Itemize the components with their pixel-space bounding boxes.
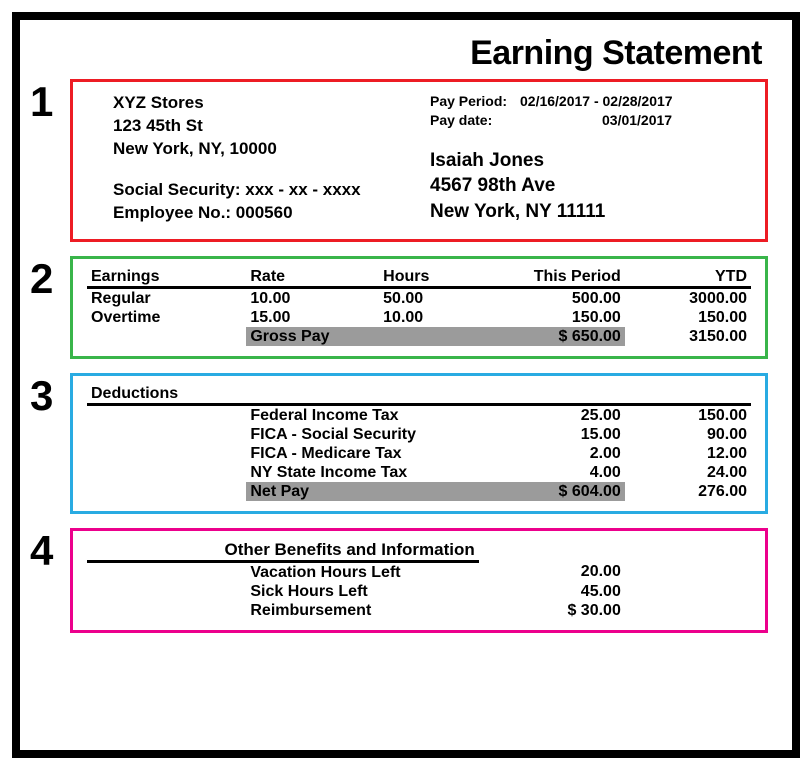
net-row: Net Pay $ 604.00 276.00 — [87, 482, 751, 501]
section-3-row: 3 Deductions Federal Income Tax 25.00 15… — [30, 373, 768, 514]
benefit-label: Sick Hours Left — [246, 582, 478, 601]
deduction-ytd: 12.00 — [625, 444, 751, 463]
employer-name: XYZ Stores — [113, 92, 430, 115]
net-period: $ 604.00 — [479, 482, 625, 501]
deduction-label: FICA - Medicare Tax — [246, 444, 478, 463]
earnings-hdr-rate: Rate — [246, 267, 379, 288]
benefits-header: Other Benefits and Information — [87, 539, 479, 562]
section-4-row: 4 Other Benefits and Information Vacatio… — [30, 528, 768, 633]
earnings-hdr-hours: Hours — [379, 267, 479, 288]
deduction-ytd: 150.00 — [625, 404, 751, 425]
employer-city: New York, NY, 10000 — [113, 138, 430, 161]
section-number-4: 4 — [30, 528, 70, 572]
deductions-box: Deductions Federal Income Tax 25.00 150.… — [70, 373, 768, 514]
earnings-table: Earnings Rate Hours This Period YTD Regu… — [87, 267, 751, 346]
info-box: XYZ Stores 123 45th St New York, NY, 100… — [70, 79, 768, 242]
deductions-header: Deductions — [87, 384, 246, 405]
statement-frame: Earning Statement 1 XYZ Stores 123 45th … — [12, 12, 800, 758]
benefit-value: 20.00 — [479, 561, 625, 582]
employee-city: New York, NY 11111 — [430, 199, 747, 225]
employee-name: Isaiah Jones — [430, 148, 747, 174]
pay-period-value: 02/16/2017 - 02/28/2017 — [520, 92, 673, 111]
earnings-ytd: 150.00 — [625, 308, 751, 327]
benefit-value: $ 30.00 — [479, 601, 625, 620]
earnings-box: Earnings Rate Hours This Period YTD Regu… — [70, 256, 768, 359]
empno-line: Employee No.: 000560 — [113, 202, 430, 225]
page-title: Earning Statement — [30, 34, 768, 73]
earnings-hours: 10.00 — [379, 308, 479, 327]
deduction-period: 2.00 — [479, 444, 625, 463]
benefit-row: Reimbursement $ 30.00 — [87, 601, 751, 620]
employee-block: Pay Period: 02/16/2017 - 02/28/2017 Pay … — [430, 92, 747, 225]
benefit-label: Reimbursement — [246, 601, 478, 620]
employee-street: 4567 98th Ave — [430, 173, 747, 199]
earnings-rate: 10.00 — [246, 287, 379, 308]
deduction-period: 25.00 — [479, 404, 625, 425]
deduction-label: Federal Income Tax — [246, 404, 478, 425]
earnings-hdr-ytd: YTD — [625, 267, 751, 288]
net-label: Net Pay — [246, 482, 478, 501]
ssn-line: Social Security: xxx - xx - xxxx — [113, 179, 430, 202]
benefit-row: Sick Hours Left 45.00 — [87, 582, 751, 601]
earnings-hdr-label: Earnings — [87, 267, 246, 288]
earnings-ytd: 3000.00 — [625, 287, 751, 308]
gross-period: $ 650.00 — [479, 327, 625, 346]
section-number-1: 1 — [30, 79, 70, 123]
gross-label: Gross Pay — [246, 327, 478, 346]
deduction-row: NY State Income Tax 4.00 24.00 — [87, 463, 751, 482]
earnings-row: Overtime 15.00 10.00 150.00 150.00 — [87, 308, 751, 327]
benefit-label: Vacation Hours Left — [246, 561, 478, 582]
earnings-rate: 15.00 — [246, 308, 379, 327]
deduction-ytd: 90.00 — [625, 425, 751, 444]
earnings-period: 150.00 — [479, 308, 625, 327]
net-ytd: 276.00 — [625, 482, 751, 501]
section-number-2: 2 — [30, 256, 70, 300]
deduction-label: NY State Income Tax — [246, 463, 478, 482]
pay-period-label: Pay Period: — [430, 92, 520, 111]
gross-row: Gross Pay $ 650.00 3150.00 — [87, 327, 751, 346]
deduction-row: Federal Income Tax 25.00 150.00 — [87, 404, 751, 425]
earnings-hdr-period: This Period — [479, 267, 625, 288]
employer-block: XYZ Stores 123 45th St New York, NY, 100… — [113, 92, 430, 225]
earnings-period: 500.00 — [479, 287, 625, 308]
deduction-period: 15.00 — [479, 425, 625, 444]
deduction-ytd: 24.00 — [625, 463, 751, 482]
section-2-row: 2 Earnings Rate Hours This Period YTD Re… — [30, 256, 768, 359]
earnings-label: Overtime — [87, 308, 246, 327]
benefits-table: Other Benefits and Information Vacation … — [87, 539, 751, 620]
benefit-row: Vacation Hours Left 20.00 — [87, 561, 751, 582]
earnings-hours: 50.00 — [379, 287, 479, 308]
gross-ytd: 3150.00 — [625, 327, 751, 346]
benefits-box: Other Benefits and Information Vacation … — [70, 528, 768, 633]
section-1-row: 1 XYZ Stores 123 45th St New York, NY, 1… — [30, 79, 768, 242]
deduction-period: 4.00 — [479, 463, 625, 482]
pay-date-label: Pay date: — [430, 111, 520, 130]
earnings-row: Regular 10.00 50.00 500.00 3000.00 — [87, 287, 751, 308]
benefit-value: 45.00 — [479, 582, 625, 601]
section-number-3: 3 — [30, 373, 70, 417]
pay-meta: Pay Period: 02/16/2017 - 02/28/2017 Pay … — [430, 92, 747, 130]
deduction-row: FICA - Social Security 15.00 90.00 — [87, 425, 751, 444]
deduction-label: FICA - Social Security — [246, 425, 478, 444]
deduction-row: FICA - Medicare Tax 2.00 12.00 — [87, 444, 751, 463]
pay-date-value: 03/01/2017 — [520, 111, 672, 130]
earnings-label: Regular — [87, 287, 246, 308]
employer-street: 123 45th St — [113, 115, 430, 138]
deductions-table: Deductions Federal Income Tax 25.00 150.… — [87, 384, 751, 501]
